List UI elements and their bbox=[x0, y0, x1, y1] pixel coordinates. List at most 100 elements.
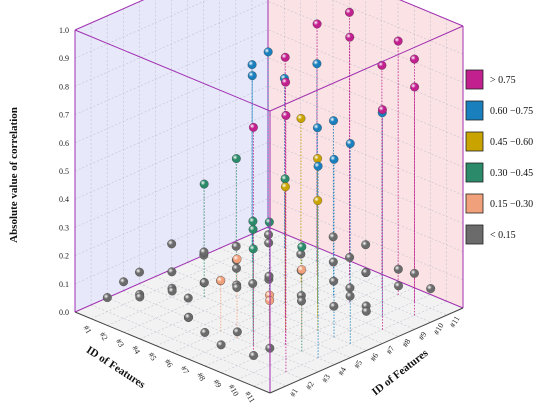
data-point bbox=[135, 267, 144, 277]
data-point bbox=[361, 267, 371, 277]
data-point bbox=[426, 284, 436, 294]
floor-edge bbox=[74, 311, 271, 394]
data-point bbox=[216, 276, 226, 285]
data-point bbox=[409, 54, 419, 64]
y-tick-label: #10 bbox=[432, 321, 446, 336]
z-tick-label: 0.6 bbox=[59, 139, 69, 148]
data-point bbox=[345, 139, 355, 148]
data-point bbox=[280, 182, 290, 192]
data-point bbox=[199, 278, 209, 287]
data-point bbox=[393, 264, 403, 274]
drop-lines bbox=[203, 12, 415, 373]
legend-swatch bbox=[465, 193, 484, 214]
data-point bbox=[312, 59, 322, 69]
data-point bbox=[297, 296, 306, 306]
x-tick-label: #5 bbox=[147, 351, 159, 362]
data-point bbox=[232, 327, 242, 337]
data-point bbox=[280, 52, 290, 62]
data-point bbox=[248, 224, 258, 234]
z-axis-label: Absolute value of correlation bbox=[8, 107, 20, 243]
y-tick-label: #11 bbox=[448, 315, 462, 330]
data-point bbox=[102, 293, 112, 303]
x-tick-label: #8 bbox=[195, 371, 207, 382]
data-point bbox=[344, 7, 354, 17]
x-tick-label: #1 bbox=[82, 324, 94, 335]
data-point bbox=[312, 123, 322, 133]
data-point bbox=[393, 36, 403, 46]
data-point bbox=[410, 82, 420, 92]
y-tick-label: #9 bbox=[417, 330, 429, 341]
data-point bbox=[119, 277, 129, 287]
y-tick-label: #5 bbox=[352, 359, 364, 370]
y-tick-label: #4 bbox=[336, 366, 348, 377]
y-axis-label: ID of Features bbox=[370, 347, 431, 399]
data-point bbox=[280, 174, 290, 184]
data-point bbox=[345, 252, 355, 262]
x-tick-label: #7 bbox=[179, 364, 191, 375]
x-tick-label: #3 bbox=[114, 337, 126, 348]
data-point bbox=[296, 113, 306, 123]
data-point bbox=[409, 268, 419, 278]
legend-swatch bbox=[465, 69, 484, 90]
legend-label: < 0.15 bbox=[490, 230, 516, 241]
x-tick-label: #4 bbox=[130, 344, 142, 355]
data-point bbox=[232, 254, 242, 264]
data-point bbox=[167, 286, 177, 296]
tick-labels: 0.0 0.1 0.2 0.3 0.4 0.5 0.6 0.7 0.8 0.9 1.0 #1 #2 #3 #… bbox=[59, 26, 462, 404]
legend-label: 0.30 −0.45 bbox=[490, 168, 533, 179]
z-tick-label: 0.7 bbox=[59, 111, 69, 120]
data-point bbox=[248, 122, 258, 132]
box-edge bbox=[399, 0, 464, 27]
data-point bbox=[329, 276, 339, 286]
data-point bbox=[232, 283, 242, 292]
z-tick-label: 0.4 bbox=[59, 195, 69, 204]
y-tick-label: #8 bbox=[401, 337, 413, 348]
x-tick-label: #2 bbox=[98, 331, 110, 342]
data-point bbox=[297, 242, 307, 252]
floor-gridline bbox=[139, 283, 335, 365]
z-tick-label: 0.0 bbox=[59, 308, 69, 317]
x-tick-label: #11 bbox=[243, 390, 257, 405]
data-point bbox=[328, 232, 338, 242]
box-edge bbox=[269, 25, 464, 112]
data-point bbox=[329, 301, 339, 311]
data-point bbox=[281, 111, 291, 120]
data-point bbox=[361, 306, 371, 316]
box-edge bbox=[74, 0, 145, 31]
data-point bbox=[199, 247, 209, 257]
data-point bbox=[313, 196, 323, 205]
data-point bbox=[297, 265, 307, 275]
legend-label: > 0.75 bbox=[490, 75, 516, 86]
data-point bbox=[264, 230, 273, 240]
data-point bbox=[264, 238, 274, 248]
data-point bbox=[264, 217, 274, 227]
data-point bbox=[200, 327, 210, 337]
legend-label: 0.60 −0.75 bbox=[490, 106, 533, 117]
legend-swatch bbox=[465, 131, 484, 152]
data-point bbox=[264, 271, 274, 281]
front-box-edges bbox=[74, 25, 464, 394]
legend-swatch bbox=[465, 162, 484, 183]
data-point bbox=[167, 239, 177, 249]
data-point bbox=[312, 19, 322, 29]
z-tick-label: 1.0 bbox=[59, 26, 69, 35]
data-point bbox=[247, 71, 257, 81]
y-tick-label: #3 bbox=[320, 373, 332, 384]
data-point bbox=[377, 105, 387, 115]
data-point bbox=[345, 291, 355, 301]
floor-edge bbox=[269, 307, 464, 394]
data-point bbox=[345, 32, 355, 42]
y-tick-label: #2 bbox=[304, 380, 316, 391]
data-point bbox=[361, 240, 371, 250]
legend-label: 0.45 −0.60 bbox=[490, 137, 533, 148]
data-point bbox=[377, 60, 387, 70]
data-point bbox=[248, 216, 258, 226]
z-tick-label: 0.5 bbox=[59, 167, 69, 176]
data-point bbox=[231, 154, 241, 164]
data-point bbox=[313, 154, 323, 163]
data-point bbox=[329, 116, 338, 126]
data-point bbox=[263, 47, 273, 57]
y-tick-label: #7 bbox=[385, 344, 397, 355]
